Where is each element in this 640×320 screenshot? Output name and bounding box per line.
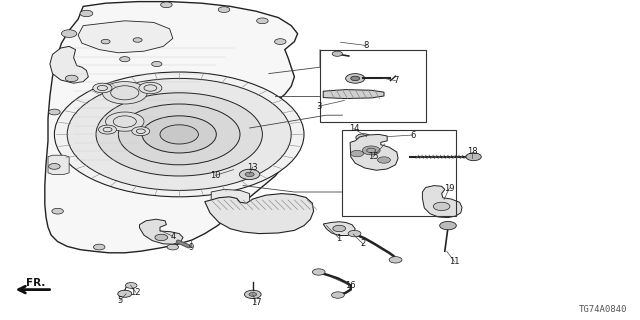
Circle shape xyxy=(49,109,60,115)
Text: 18: 18 xyxy=(467,148,477,156)
Text: FR.: FR. xyxy=(26,278,45,288)
Circle shape xyxy=(102,82,147,104)
Circle shape xyxy=(152,61,162,67)
Text: 12: 12 xyxy=(131,288,141,297)
Circle shape xyxy=(52,208,63,214)
Circle shape xyxy=(93,83,112,93)
Circle shape xyxy=(136,129,145,133)
Text: 2: 2 xyxy=(360,239,365,248)
Text: 7: 7 xyxy=(393,76,398,85)
Text: TG74A0840: TG74A0840 xyxy=(579,305,627,314)
Circle shape xyxy=(103,127,112,132)
Text: 15: 15 xyxy=(368,152,378,161)
Circle shape xyxy=(67,78,291,190)
Text: 10: 10 xyxy=(211,171,221,180)
Circle shape xyxy=(54,72,304,197)
Circle shape xyxy=(245,172,254,177)
Bar xyxy=(342,130,456,216)
Circle shape xyxy=(167,244,179,250)
Circle shape xyxy=(332,51,342,56)
Circle shape xyxy=(49,164,60,169)
Text: 9: 9 xyxy=(188,243,193,252)
Text: 6: 6 xyxy=(410,131,415,140)
Circle shape xyxy=(160,125,198,144)
Circle shape xyxy=(144,85,157,91)
Polygon shape xyxy=(323,90,384,99)
Circle shape xyxy=(93,244,105,250)
Circle shape xyxy=(61,30,77,37)
Circle shape xyxy=(249,292,257,296)
Polygon shape xyxy=(205,194,314,234)
Text: 1: 1 xyxy=(337,234,342,243)
Polygon shape xyxy=(78,21,173,53)
Circle shape xyxy=(466,153,481,161)
Circle shape xyxy=(113,116,136,127)
Circle shape xyxy=(101,39,110,44)
Text: 13: 13 xyxy=(248,163,258,172)
Circle shape xyxy=(106,112,144,131)
Polygon shape xyxy=(140,219,183,244)
Circle shape xyxy=(312,269,325,275)
Circle shape xyxy=(351,76,360,81)
Circle shape xyxy=(96,93,262,176)
Bar xyxy=(320,50,426,122)
Circle shape xyxy=(257,18,268,24)
Circle shape xyxy=(433,202,450,211)
Text: 17: 17 xyxy=(251,298,261,307)
Circle shape xyxy=(362,146,380,155)
Polygon shape xyxy=(50,46,88,83)
Circle shape xyxy=(378,157,390,163)
Circle shape xyxy=(332,292,344,298)
Polygon shape xyxy=(211,189,250,208)
Circle shape xyxy=(367,148,376,153)
Circle shape xyxy=(389,257,402,263)
Circle shape xyxy=(333,225,346,232)
Text: 4: 4 xyxy=(170,232,175,241)
Circle shape xyxy=(346,74,365,83)
Circle shape xyxy=(244,290,261,299)
Polygon shape xyxy=(48,155,69,174)
Circle shape xyxy=(99,125,116,134)
Text: 5: 5 xyxy=(117,296,122,305)
Polygon shape xyxy=(45,2,298,253)
Circle shape xyxy=(120,57,130,62)
Circle shape xyxy=(275,39,286,44)
Circle shape xyxy=(440,221,456,230)
Circle shape xyxy=(142,116,216,153)
Circle shape xyxy=(155,234,168,241)
Circle shape xyxy=(351,150,364,157)
Circle shape xyxy=(161,2,172,8)
Text: 14: 14 xyxy=(349,124,359,133)
Text: 16: 16 xyxy=(345,281,355,290)
Circle shape xyxy=(111,86,139,100)
Polygon shape xyxy=(323,222,355,236)
Circle shape xyxy=(125,283,137,288)
Circle shape xyxy=(80,10,93,17)
Circle shape xyxy=(118,290,132,297)
Circle shape xyxy=(132,127,150,136)
Circle shape xyxy=(133,38,142,42)
Text: 3: 3 xyxy=(316,102,321,111)
Polygon shape xyxy=(422,186,462,218)
Circle shape xyxy=(139,82,162,94)
Circle shape xyxy=(356,134,371,141)
Circle shape xyxy=(348,230,361,237)
Circle shape xyxy=(97,85,108,91)
Circle shape xyxy=(118,104,240,165)
Circle shape xyxy=(239,169,260,180)
Text: 11: 11 xyxy=(449,257,460,266)
Text: 8: 8 xyxy=(364,41,369,50)
Circle shape xyxy=(218,7,230,12)
Text: 19: 19 xyxy=(444,184,454,193)
Polygon shape xyxy=(350,134,398,170)
Circle shape xyxy=(65,75,78,82)
